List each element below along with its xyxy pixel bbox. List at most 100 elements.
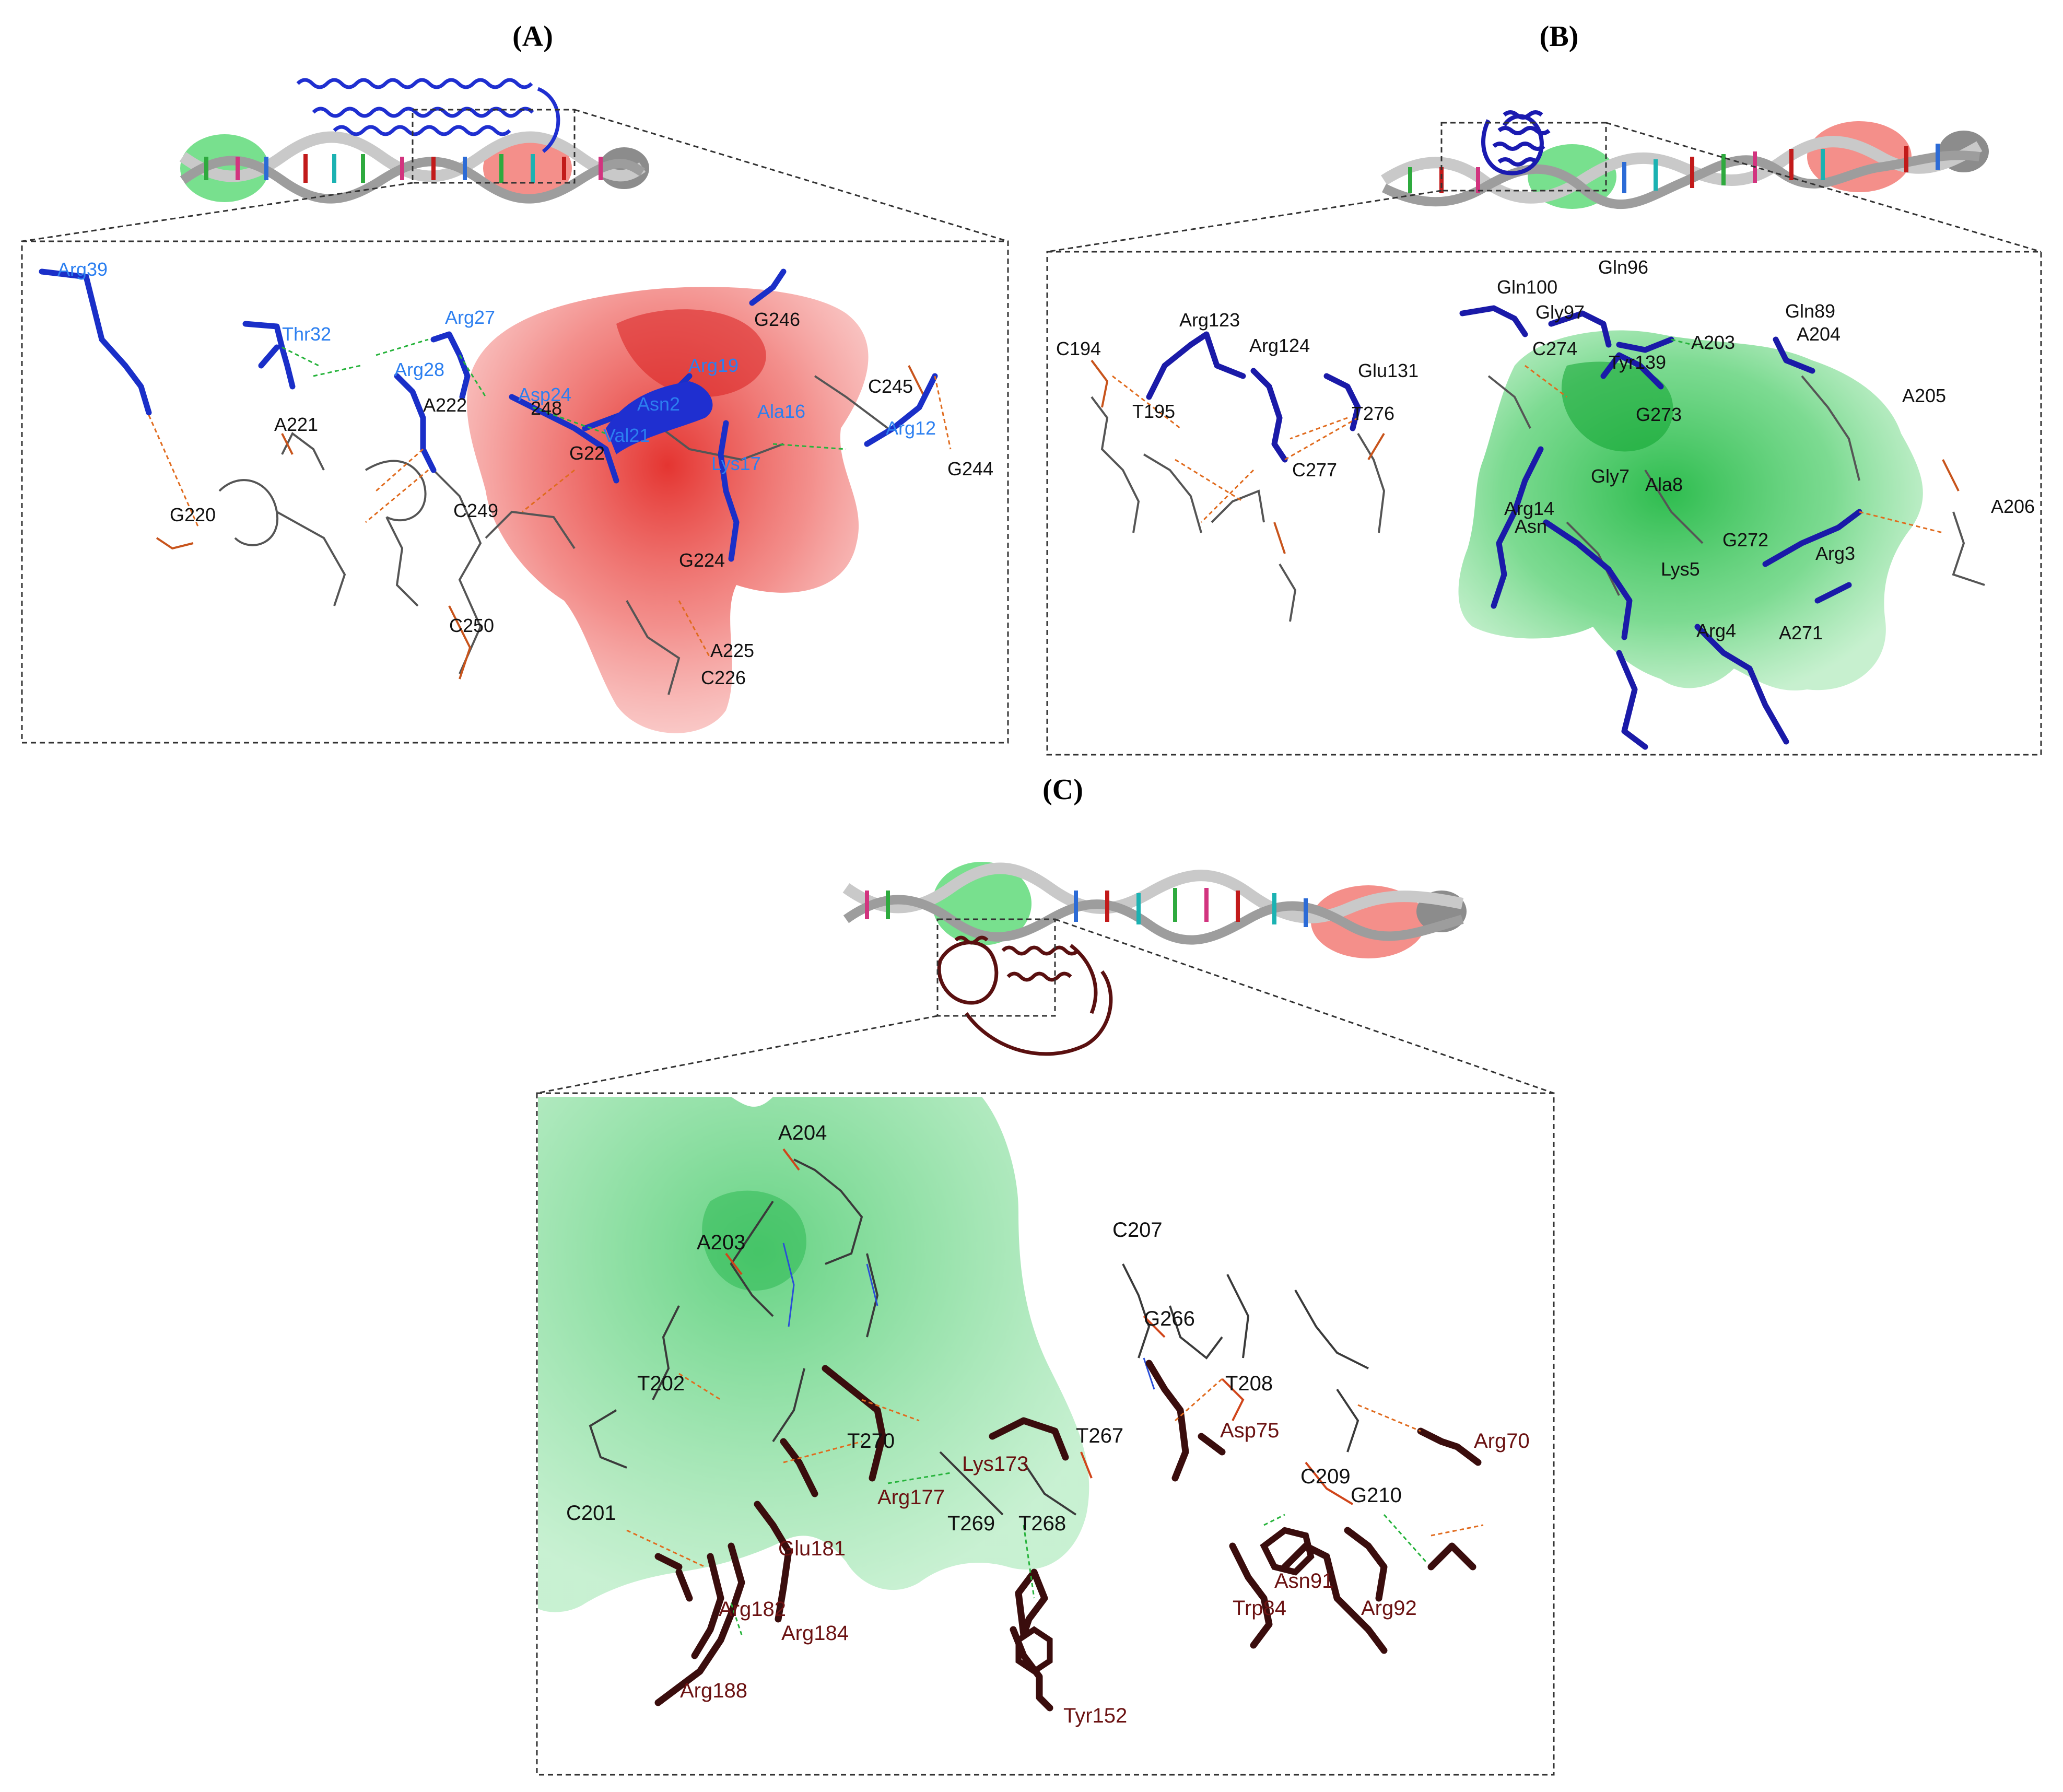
protein-sticks-c bbox=[654, 1360, 1482, 1712]
zoom-connector-right-b bbox=[1605, 122, 2042, 253]
dna-sticks-a-orange bbox=[156, 365, 925, 680]
nucleotide-label: C245 bbox=[868, 376, 913, 397]
residue-label: Arg28 bbox=[394, 359, 444, 380]
dna-base-pairs bbox=[865, 888, 1308, 927]
residue-label: Arg19 bbox=[688, 355, 739, 376]
nucleotide-label: C226 bbox=[701, 667, 746, 688]
nucleotide-label: A222 bbox=[423, 394, 467, 416]
zoom-connector-left-b bbox=[1047, 190, 1442, 253]
residue-label: Arg12 bbox=[886, 417, 936, 439]
nucleotide-label: G210 bbox=[1351, 1484, 1402, 1507]
nucleotide-label: C249 bbox=[453, 500, 498, 521]
nucleotide-label: G220 bbox=[170, 504, 216, 525]
residue-label: Arg92 bbox=[1361, 1597, 1417, 1620]
residue-label: Thr32 bbox=[282, 323, 331, 345]
interaction-lines-c bbox=[626, 1373, 1484, 1635]
residue-label: Arg70 bbox=[1474, 1430, 1530, 1453]
nucleotide-label: T269 bbox=[947, 1512, 995, 1535]
residue-label: Tyr139 bbox=[1609, 352, 1666, 373]
dna-labels-b: C194 T195 T276 C277 C274 A203 A204 A205 … bbox=[1056, 323, 2035, 643]
nucleotide-label: A271 bbox=[1779, 622, 1823, 643]
zoom-connector-left-a bbox=[21, 182, 413, 242]
interaction-lines-b bbox=[1112, 338, 1943, 534]
protein-labels-b: Arg123 Arg124 Glu131 Gln100 Gln96 Gly97 … bbox=[1179, 256, 1855, 641]
dna-sticks-c bbox=[589, 1158, 1369, 1516]
residue-label: Gln100 bbox=[1497, 276, 1557, 298]
nucleotide-label: G22 bbox=[569, 442, 605, 464]
residue-label: Lys5 bbox=[1661, 558, 1700, 580]
residue-label: Arg3 bbox=[1815, 543, 1855, 564]
dna-backbone-strand-1 bbox=[1381, 136, 1983, 204]
residue-label: Glu131 bbox=[1358, 360, 1419, 381]
nucleotide-label: A203 bbox=[1691, 332, 1735, 353]
dna-sticks-b bbox=[1091, 375, 1985, 622]
nucleotide-label: G246 bbox=[754, 309, 800, 330]
binding-surface-green-c-core bbox=[702, 1190, 806, 1291]
zoom-connector-right-c bbox=[1054, 918, 1554, 1094]
binding-surface-green-core bbox=[1561, 361, 1673, 452]
residue-label: Gln89 bbox=[1785, 300, 1835, 322]
nucleotide-label: C274 bbox=[1532, 338, 1577, 359]
residue-label: Asn bbox=[1515, 516, 1547, 537]
dna-labels-c: A204 A203 C207 G266 T202 T208 T270 T267 … bbox=[566, 1121, 1402, 1535]
dna-labels-a: A221 A222 248 G246 C245 G244 G220 C249 G… bbox=[170, 309, 993, 688]
binding-surface-red-core bbox=[616, 309, 766, 397]
nucleotide-label: A225 bbox=[710, 640, 754, 661]
dna-base-pairs bbox=[1408, 144, 1940, 193]
protein-sticks-b bbox=[1146, 305, 1862, 750]
binding-surface-red bbox=[466, 287, 869, 733]
residue-label: Val21 bbox=[603, 425, 650, 446]
nucleotide-label: T267 bbox=[1076, 1424, 1123, 1447]
nucleotide-label: A204 bbox=[1797, 323, 1841, 345]
nucleotide-label: C250 bbox=[449, 615, 494, 636]
panel-a: (A) bbox=[21, 20, 1009, 744]
residue-label: Lys173 bbox=[962, 1453, 1029, 1475]
residue-label: Arg124 bbox=[1249, 335, 1310, 356]
dna-overview-b bbox=[1381, 110, 1989, 209]
residue-label: Arg4 bbox=[1696, 620, 1736, 641]
panel-b-title: (B) bbox=[1540, 20, 1579, 53]
nucleotide-label: T270 bbox=[847, 1430, 895, 1453]
protein-labels-a: Arg39 Thr32 Arg27 Arg28 Asp24 Arg19 Asn2… bbox=[57, 259, 936, 474]
zoom-region-box-b bbox=[1440, 122, 1607, 192]
residue-label: Lys17 bbox=[711, 453, 761, 474]
interaction-lines-a bbox=[148, 338, 952, 659]
zoom-region-box-a bbox=[412, 109, 576, 184]
nucleotide-label: C194 bbox=[1056, 338, 1101, 359]
residue-label: Glu181 bbox=[778, 1537, 846, 1560]
dna-overview-a bbox=[179, 78, 649, 204]
nucleotide-label: G272 bbox=[1722, 529, 1768, 551]
nucleotide-label: C207 bbox=[1112, 1219, 1163, 1241]
zoom-connector-right-a bbox=[574, 109, 1009, 242]
residue-label: Arg177 bbox=[877, 1486, 945, 1509]
nucleotide-label: T276 bbox=[1352, 403, 1394, 424]
residue-label: Arg27 bbox=[445, 307, 495, 328]
nucleotide-label: T195 bbox=[1132, 401, 1175, 422]
residue-label: Arg123 bbox=[1179, 309, 1240, 331]
nucleotide-label: A205 bbox=[1902, 385, 1946, 406]
red-surface-blob bbox=[483, 136, 572, 201]
trp-ring bbox=[1260, 1527, 1315, 1576]
residue-label: Arg188 bbox=[680, 1679, 747, 1702]
dna-sticks-a bbox=[218, 375, 889, 695]
dna-sticks-c-orange bbox=[725, 1148, 1354, 1505]
residue-label: Arg39 bbox=[57, 259, 108, 280]
residue-label: Asn91 bbox=[1274, 1570, 1333, 1592]
residue-label: Trp84 bbox=[1233, 1597, 1286, 1620]
dna-sticks-b-orange bbox=[1091, 359, 1960, 554]
panel-a-title: (A) bbox=[512, 20, 553, 53]
nucleotide-label: C201 bbox=[566, 1502, 616, 1525]
residue-label: Asp75 bbox=[1220, 1419, 1279, 1442]
residue-label: Gly7 bbox=[1591, 465, 1630, 487]
nucleotide-label: T268 bbox=[1018, 1512, 1066, 1535]
nucleotide-label: A206 bbox=[1991, 496, 2035, 517]
residue-label: Ala16 bbox=[757, 401, 805, 422]
residue-label: Gln96 bbox=[1598, 256, 1648, 278]
protein-helix-bundle-b bbox=[1481, 110, 1551, 175]
residue-label: Ala8 bbox=[1645, 474, 1683, 495]
green-surface-blob bbox=[180, 134, 269, 202]
dna-sticks-c-blue bbox=[782, 1243, 1155, 1390]
nucleotide-label: G266 bbox=[1144, 1307, 1195, 1330]
nucleotide-label: 248 bbox=[531, 397, 562, 419]
tyr-ring bbox=[1015, 1626, 1053, 1675]
